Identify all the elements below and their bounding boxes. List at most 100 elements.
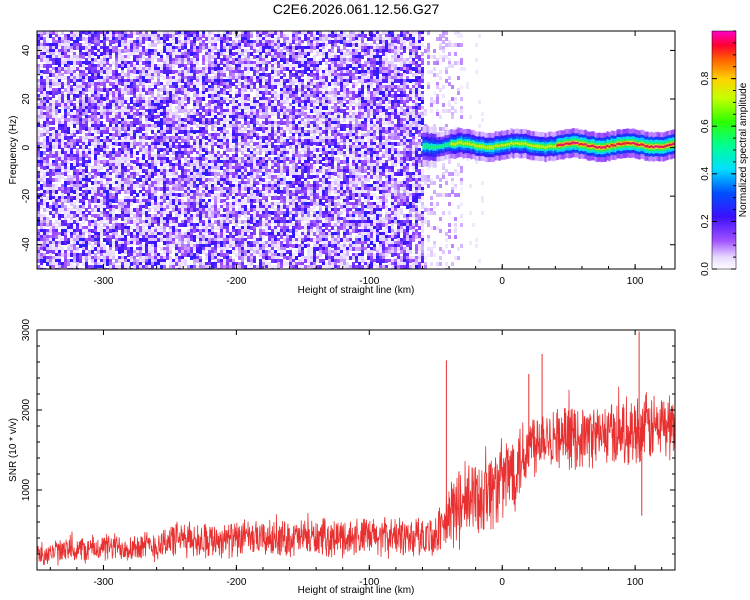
heatmap-cell [97,55,100,59]
heatmap-cell [244,115,247,119]
heatmap-cell [124,166,127,170]
heatmap-cell [130,64,133,68]
heatmap-cell [91,259,94,263]
heatmap-cell [214,238,217,242]
heatmap-cell [202,265,205,269]
heatmap-cell [97,85,100,89]
heatmap-cell [46,148,49,152]
heatmap-cell [253,148,256,152]
heatmap-cell [214,97,217,101]
heatmap-cell [43,79,46,83]
heatmap-cell [208,67,211,71]
heatmap-cell [142,136,145,140]
heatmap-cell [79,49,82,53]
heatmap-cell [163,70,166,74]
heatmap-cell [172,199,175,203]
heatmap-cell [169,199,172,203]
heatmap-cell [133,145,136,149]
heatmap-cell [43,94,46,98]
heatmap-cell [217,139,220,143]
heatmap-cell [205,151,208,155]
heatmap-cell [40,58,43,62]
heatmap-cell [82,139,85,143]
heatmap-cell [37,193,40,197]
heatmap-cell [250,208,253,212]
heatmap-cell [229,190,232,194]
heatmap-cell [40,31,43,35]
heatmap-cell [58,82,61,86]
heatmap-cell [193,160,196,164]
heatmap-cell [142,211,145,215]
heatmap-cell [52,79,55,83]
heatmap-cell [172,226,175,230]
heatmap-cell [199,166,202,170]
heatmap-cell [52,256,55,260]
heatmap-cell [91,190,94,194]
heatmap-cell [49,46,52,50]
heatmap-cell [250,145,253,149]
heatmap-cell [124,64,127,68]
heatmap-cell [262,46,265,50]
heatmap-cell [130,49,133,53]
heatmap-cell [40,241,43,245]
heatmap-cell [220,193,223,197]
heatmap-cell [253,169,256,173]
heatmap-cell [205,112,208,116]
heatmap-cell [169,109,172,113]
heatmap-cell [262,49,265,53]
heatmap-cell [130,199,133,203]
heatmap-cell [61,31,64,35]
heatmap-cell [256,241,259,245]
heatmap-cell [145,49,148,53]
heatmap-cell [262,139,265,143]
heatmap-cell [211,88,214,92]
heatmap-cell [235,187,238,191]
heatmap-cell [85,196,88,200]
heatmap-cell [226,262,229,266]
heatmap-cell [166,211,169,215]
heatmap-cell [208,118,211,122]
heatmap-cell [133,139,136,143]
heatmap-cell [97,82,100,86]
heatmap-cell [124,85,127,89]
heatmap-cell [163,91,166,95]
heatmap-cell [175,85,178,89]
heatmap-cell [247,136,250,140]
heatmap-cell [127,64,130,68]
heatmap-cell [148,61,151,65]
heatmap-cell [166,115,169,119]
heatmap-cell [82,121,85,125]
heatmap-cell [163,61,166,65]
heatmap-cell [154,82,157,86]
heatmap-cell [142,157,145,161]
heatmap-cell [196,67,199,71]
heatmap-cell [106,34,109,38]
heatmap-cell [97,124,100,128]
heatmap-cell [223,163,226,167]
heatmap-cell [196,208,199,212]
heatmap-cell [262,109,265,113]
heatmap-cell [205,166,208,170]
heatmap-cell [232,166,235,170]
heatmap-cell [202,232,205,236]
heatmap-cell [205,73,208,77]
heatmap-cell [106,163,109,167]
heatmap-cell [205,64,208,68]
heatmap-cell [154,163,157,167]
heatmap-cell [172,34,175,38]
heatmap-cell [244,160,247,164]
heatmap-cell [172,175,175,179]
heatmap-cell [142,100,145,104]
heatmap-cell [193,103,196,107]
heatmap-cell [70,85,73,89]
heatmap-cell [175,202,178,206]
heatmap-cell [250,256,253,260]
heatmap-cell [106,223,109,227]
heatmap-cell [208,184,211,188]
heatmap-cell [37,37,40,41]
heatmap-cell [109,55,112,59]
heatmap-cell [214,115,217,119]
heatmap-cell [217,79,220,83]
heatmap-cell [148,238,151,242]
heatmap-cell [247,31,250,35]
